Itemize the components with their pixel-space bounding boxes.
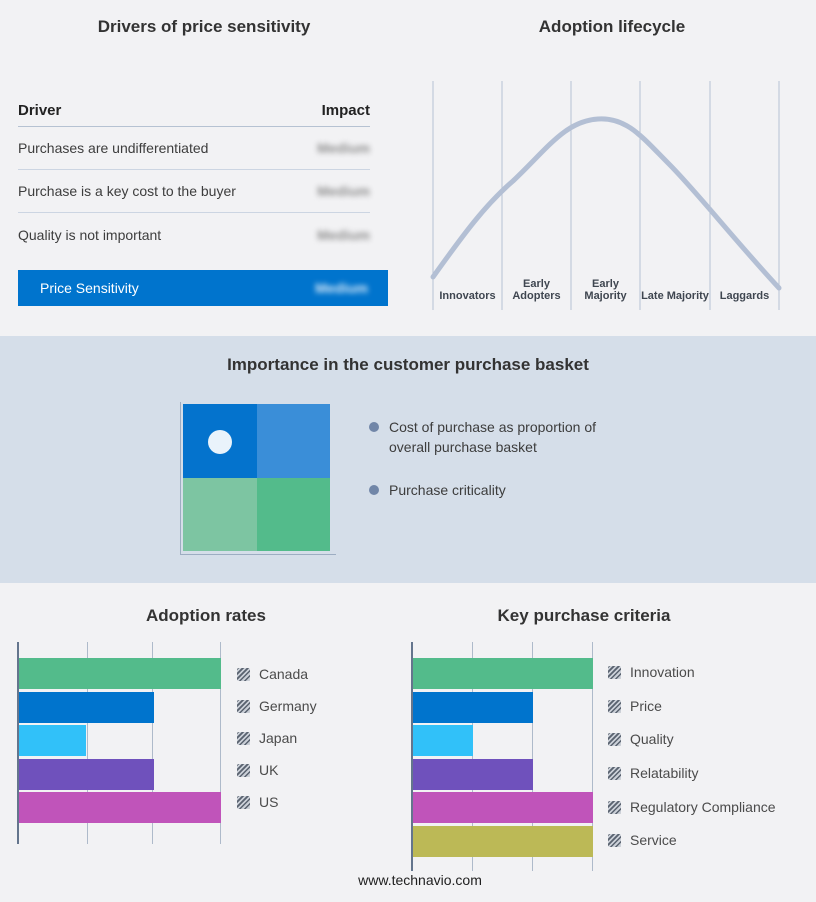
bar-regulatory-compliance [413,792,593,823]
bullet-icon [369,422,379,432]
legend-swatch-icon [608,732,621,746]
legend-label: Canada [259,666,309,682]
quadrant-cell-bl [183,477,257,551]
legend-label: US [259,794,279,810]
bar-japan [19,725,86,756]
legend-swatch-icon [608,665,621,679]
gridline [472,642,473,871]
legend-item-service: Service [608,832,677,848]
bar-canada [19,658,221,689]
gridline [220,642,221,844]
legend-label: Service [630,832,677,848]
legend-swatch-icon [237,795,250,809]
drivers-panel-title: Drivers of price sensitivity [97,17,311,36]
quadrant-dot [208,430,232,454]
bar-service [413,826,593,857]
impact-cell: Medium [317,183,370,199]
legend-swatch-icon [237,731,250,745]
bullet-item: Cost of purchase as proportion of overal… [369,417,631,457]
table-row: Purchase is a key cost to the buyer Mediu… [18,170,370,213]
stage-label-laggards: Laggards [719,290,770,302]
driver-cell: Purchase is a key cost to the buyer [18,183,236,199]
legend-item-quality: Quality [608,731,674,747]
legend-label: UK [259,762,279,778]
bullet-text: Purchase criticality [389,482,506,498]
legend-swatch-icon [608,800,621,814]
gridline [152,642,153,844]
basket-panel-title: Importance in the customer purchase bask… [227,355,589,374]
driver-cell: Quality is not important [18,226,162,243]
driver-cell: Purchases are undifferentiated [18,140,209,156]
stage-label-late-majority: Late Majority [641,290,709,302]
quadrant-cell-tr [256,404,330,478]
legend-label: Germany [259,698,317,714]
legend-swatch-icon [608,699,621,713]
quadrant-cell-tl [183,404,257,478]
purchase-basket-quadrant [183,404,330,551]
legend-item-relatability: Relatability [608,765,698,781]
legend-item-uk: UK [237,762,278,778]
impact-cell: Medium [317,226,370,243]
legend-swatch-icon [237,667,250,681]
legend-swatch-icon [608,833,621,847]
quadrant-cell-br [256,477,330,551]
bullet-text: Cost of purchase as proportion of overal… [389,419,597,455]
stage-label-early-majority: Early Majority [584,278,627,302]
bar-price [413,692,533,723]
legend-swatch-icon [608,766,621,780]
footer-url: www.technavio.com [358,872,482,888]
key-criteria-title: Key purchase criteria [497,606,671,625]
lifecycle-panel-title: Adoption lifecycle [538,17,686,36]
bell-curve [430,116,782,291]
bullet-icon [369,485,379,495]
adoption-rates-title: Adoption rates [146,606,266,625]
bullet-item: Purchase criticality [369,480,631,500]
stage-separator-lines [432,81,780,310]
bar-quality [413,725,473,756]
basket-bullet-list: Cost of purchase as proportion of overal… [369,417,631,523]
stage-label-innovators: Innovators [439,290,496,302]
legend-item-germany: Germany [237,698,317,714]
legend-swatch-icon [237,763,250,777]
gridline [532,642,533,871]
quadrant-axis [180,402,336,555]
legend-item-innovation: Innovation [608,664,695,680]
legend-item-canada: Canada [237,666,308,682]
legend-item-us: US [237,794,278,810]
bar-uk [19,759,154,790]
bar-innovation [413,658,593,689]
legend-label: Price [630,698,662,714]
y-axis [17,642,19,844]
table-row: Quality is not important Medium [18,213,370,256]
drivers-table-header: Driver Impact [18,96,370,127]
bar-relatability [413,759,533,790]
legend-label: Innovation [630,664,695,680]
price-sensitivity-row: Price Sensitivity Medium [18,270,388,306]
legend-item-price: Price [608,698,662,714]
bar-us [19,792,221,823]
legend-item-japan: Japan [237,730,297,746]
legend-item-regulatory-compliance: Regulatory Compliance [608,799,776,815]
gridline [592,642,593,871]
legend-swatch-icon [237,699,250,713]
stage-label-early-adopters: Early Adopters [512,278,561,302]
legend-label: Quality [630,731,674,747]
column-impact: Impact [321,102,370,119]
table-row: Purchases are undifferentiated Medium [18,127,370,170]
y-axis [411,642,413,871]
legend-label: Japan [259,730,298,746]
gridline [87,642,88,844]
drivers-table-body: Purchases are undifferentiated Medium Purc… [18,127,370,256]
legend-label: Relatability [630,765,699,781]
adoption-lifecycle-chart [430,81,782,310]
bar-germany [19,692,154,723]
purchase-basket-band [0,336,816,583]
legend-label: Regulatory Compliance [630,799,776,815]
impact-cell: Medium [317,140,370,156]
price-sensitivity-label: Price Sensitivity [40,280,139,296]
price-sensitivity-impact: Medium [315,280,368,296]
column-driver: Driver [18,102,62,119]
